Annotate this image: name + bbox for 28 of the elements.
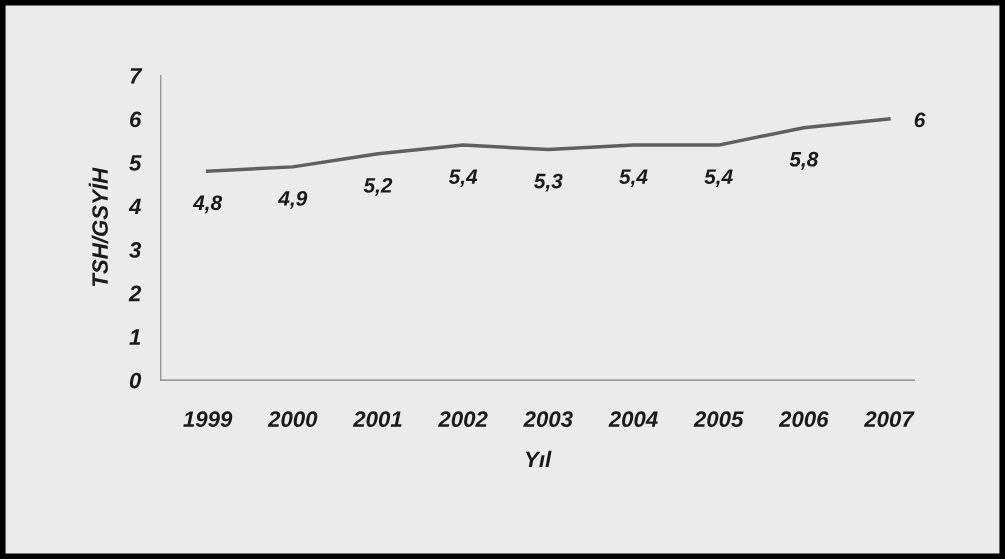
x-tick-label: 2006 <box>778 411 829 427</box>
x-tick-label: 1999 <box>183 411 233 427</box>
x-tick-label: 2000 <box>267 411 318 427</box>
x-axis-title: Yıl <box>525 450 552 467</box>
y-tick-label: 4 <box>128 198 141 215</box>
x-tick-label: 2002 <box>438 411 488 427</box>
x-tick-label: 2007 <box>863 411 915 427</box>
y-tick-label: 3 <box>129 242 142 258</box>
y-tick-label: 7 <box>130 68 143 84</box>
y-tick-label: 1 <box>129 329 141 345</box>
x-tick-label: 2004 <box>608 411 658 427</box>
data-label: 5,4 <box>448 169 478 188</box>
y-tick-label: 2 <box>128 285 142 302</box>
data-label: 5,4 <box>704 169 733 188</box>
x-tick-label: 2003 <box>523 411 573 427</box>
y-tick-label: 6 <box>130 111 142 128</box>
data-label: 4,8 <box>192 195 223 214</box>
data-label: 5,2 <box>363 177 393 196</box>
data-label: 4,9 <box>277 191 308 209</box>
x-tick-label: 2005 <box>693 411 744 427</box>
data-label: 5,4 <box>619 169 648 188</box>
y-axis-title: TSH/GSYİH <box>88 167 109 287</box>
data-label: 6 <box>914 112 926 128</box>
x-tick-label: 2001 <box>352 411 402 427</box>
y-tick-label: 5 <box>129 155 142 171</box>
data-label: 5,3 <box>534 173 563 192</box>
y-tick-label: 0 <box>129 372 142 389</box>
data-label: 5,8 <box>789 151 819 170</box>
